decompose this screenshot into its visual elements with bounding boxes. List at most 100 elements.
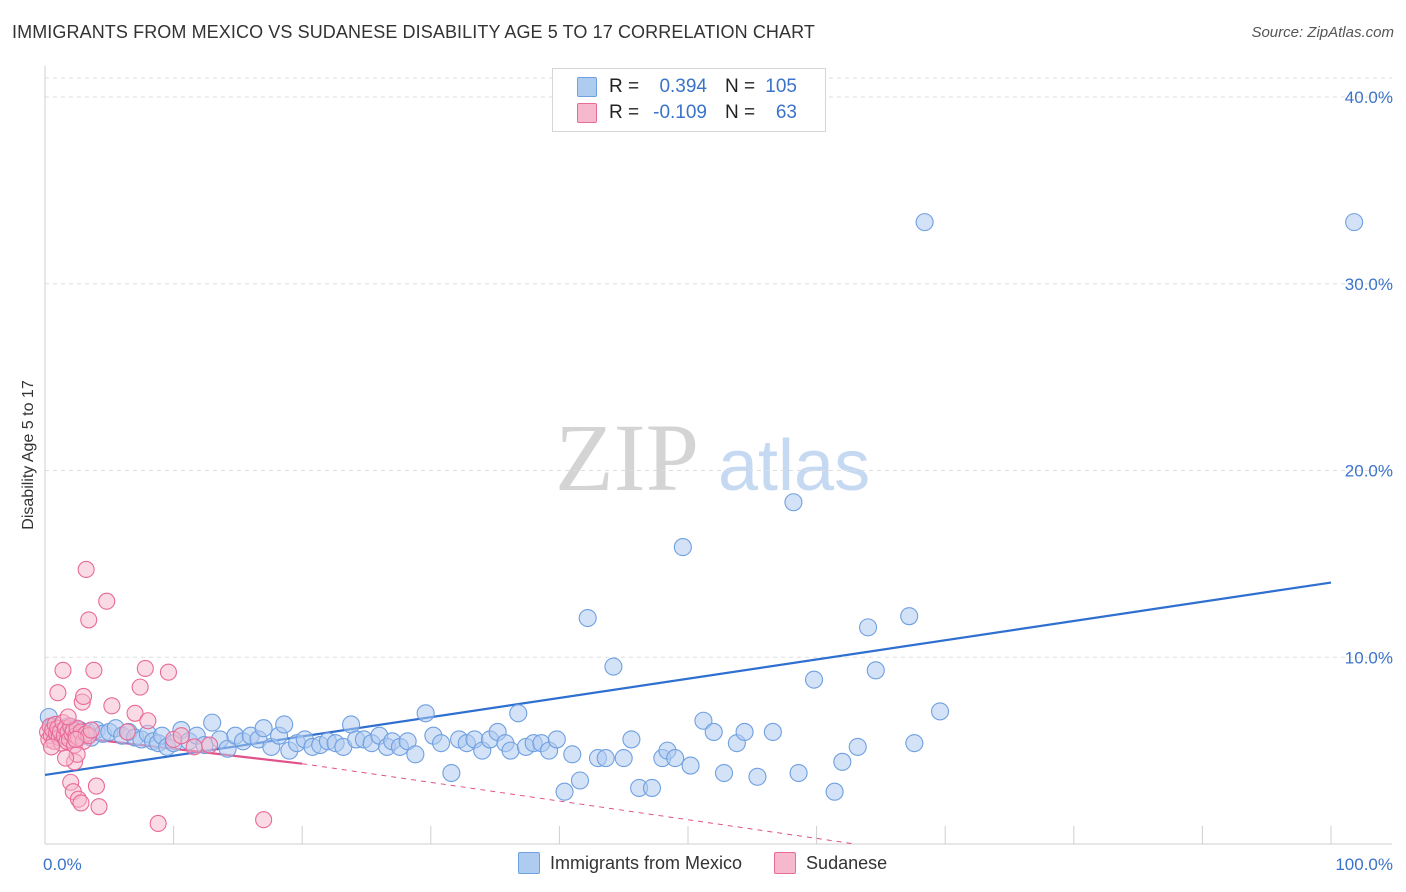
legend-swatch-mexico <box>518 852 540 874</box>
point-sudanese <box>87 777 105 795</box>
legend-row-sudanese: R = -0.109 N = 63 <box>577 101 797 125</box>
series-sudanese-points <box>39 560 273 833</box>
point-sudanese <box>172 727 190 745</box>
point-mexico <box>254 719 273 738</box>
x-tick-label-min: 0.0% <box>43 855 82 874</box>
point-sudanese <box>103 697 121 715</box>
point-mexico <box>714 763 734 783</box>
point-sudanese <box>72 794 90 812</box>
point-mexico <box>673 538 692 557</box>
legend-r-label: R = <box>609 76 640 97</box>
point-sudanese <box>139 712 157 730</box>
point-mexico <box>275 715 294 734</box>
point-mexico <box>694 711 713 730</box>
point-mexico <box>681 756 700 775</box>
point-sudanese <box>118 723 136 741</box>
series-mexico-points <box>39 213 1364 801</box>
point-mexico <box>748 767 767 786</box>
point-sudanese <box>80 611 98 629</box>
chart-title: IMMIGRANTS FROM MEXICO VS SUDANESE DISAB… <box>12 22 815 42</box>
point-mexico <box>563 745 582 764</box>
point-mexico <box>735 722 754 742</box>
legend-label-mexico: Immigrants from Mexico <box>550 852 743 873</box>
point-mexico <box>763 722 782 742</box>
point-mexico <box>848 737 867 756</box>
legend-item-mexico[interactable]: Immigrants from Mexico <box>518 852 742 874</box>
point-mexico <box>622 730 641 749</box>
point-mexico <box>833 752 852 771</box>
point-mexico <box>596 749 615 768</box>
point-mexico <box>858 618 878 637</box>
point-sudanese <box>85 661 103 679</box>
legend-r-value: 0.394 <box>659 76 707 97</box>
legend-n-label: N = <box>725 76 756 97</box>
point-mexico <box>614 749 633 768</box>
legend-item-sudanese[interactable]: Sudanese <box>774 852 887 874</box>
legend-swatch-mexico <box>577 77 597 97</box>
point-sudanese <box>255 811 273 829</box>
point-mexico <box>789 763 808 783</box>
point-sudanese <box>77 560 95 579</box>
point-mexico <box>825 782 844 801</box>
watermark-atlas: atlas <box>718 426 870 506</box>
point-sudanese <box>185 738 203 756</box>
source-label: Source: ZipAtlas.com <box>1251 24 1394 41</box>
point-mexico <box>804 670 824 689</box>
point-mexico <box>416 704 435 723</box>
point-mexico <box>915 213 934 232</box>
point-mexico <box>666 749 685 768</box>
y-tick-label: 10.0% <box>1345 648 1393 667</box>
point-mexico <box>704 722 723 742</box>
legend-swatch-sudanese <box>774 852 797 874</box>
point-mexico <box>905 734 924 753</box>
point-sudanese <box>98 592 116 610</box>
point-sudanese <box>57 749 75 767</box>
point-sudanese <box>59 708 77 726</box>
legend-r-value: -0.109 <box>653 102 707 123</box>
legend-r-label: R = <box>609 102 640 123</box>
point-sudanese <box>149 814 167 833</box>
point-mexico <box>578 608 597 628</box>
point-sudanese <box>136 659 154 678</box>
point-mexico <box>406 745 425 764</box>
point-sudanese <box>201 736 219 754</box>
legend-label-sudanese: Sudanese <box>806 852 888 873</box>
point-sudanese <box>49 684 67 702</box>
point-mexico <box>555 782 574 801</box>
watermark: ZIP atlas <box>555 404 870 511</box>
legend-row-mexico: R = 0.394 N = 105 <box>577 75 797 99</box>
point-mexico <box>866 661 885 680</box>
point-sudanese <box>126 704 144 722</box>
trendline-sudanese-extension <box>302 763 856 845</box>
point-mexico <box>570 771 590 790</box>
point-sudanese <box>131 678 149 696</box>
point-sudanese <box>42 738 60 756</box>
trend-lines <box>44 581 1332 845</box>
y-tick-label: 40.0% <box>1345 88 1393 107</box>
point-mexico <box>501 741 520 760</box>
y-tick-label: 20.0% <box>1345 462 1393 481</box>
point-sudanese <box>54 661 72 679</box>
point-mexico <box>784 493 803 512</box>
legend-n-value: 105 <box>765 76 797 97</box>
y-tick-label: 30.0% <box>1345 275 1393 294</box>
y-tick-labels: 10.0% 20.0% 30.0% 40.0% <box>1345 88 1393 667</box>
legend-n-value: 63 <box>775 102 797 123</box>
x-tick-label-max: 100.0% <box>1335 855 1393 874</box>
legend-swatch-sudanese <box>577 103 597 123</box>
point-mexico <box>203 713 222 732</box>
legend-n-label: N = <box>725 102 756 123</box>
point-sudanese <box>75 687 93 706</box>
x-tick-labels: 0.0% 100.0% <box>43 855 1393 874</box>
point-mexico <box>432 734 451 753</box>
series-legend: Immigrants from Mexico Sudanese <box>518 852 919 874</box>
y-axis-title: Disability Age 5 to 17 <box>20 380 37 530</box>
gridlines <box>45 77 1392 658</box>
point-sudanese <box>82 721 100 739</box>
watermark-zip: ZIP <box>555 404 699 511</box>
point-mexico <box>642 778 662 798</box>
point-sudanese <box>159 663 178 681</box>
point-mexico <box>931 702 950 721</box>
point-sudanese <box>67 730 85 748</box>
point-mexico <box>547 730 566 749</box>
